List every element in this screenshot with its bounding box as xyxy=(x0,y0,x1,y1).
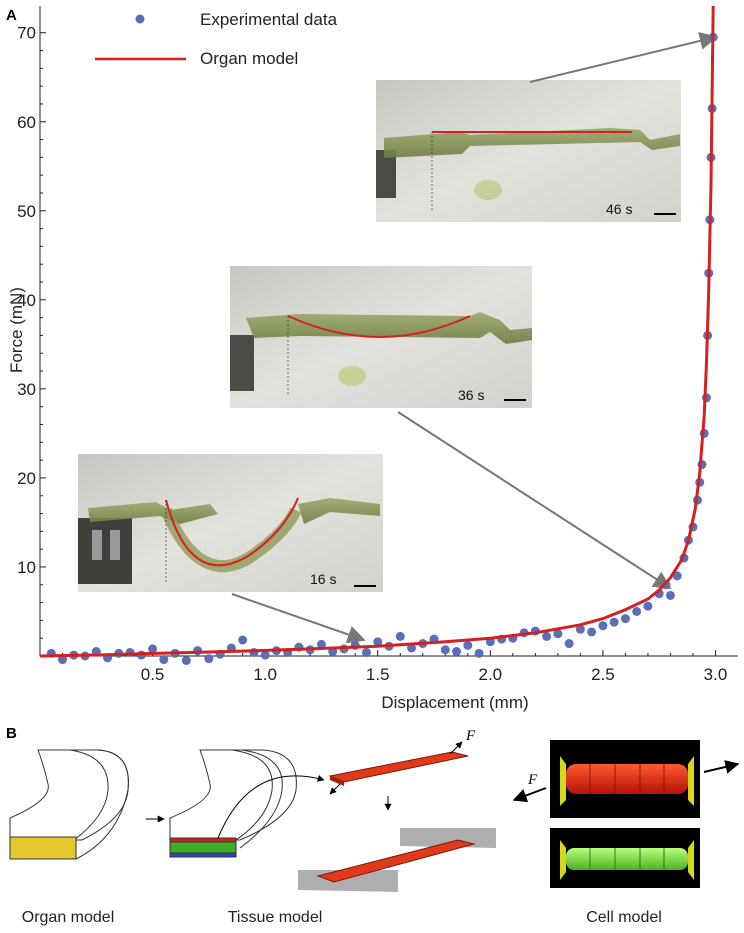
x-tick-label: 1.5 xyxy=(366,665,390,684)
tissue-model-diagram xyxy=(169,749,297,858)
legend-label-model: Organ model xyxy=(200,49,298,68)
tissue-strip xyxy=(384,128,680,158)
x-axis: 0.5 1.0 1.5 2.0 2.5 3.0 xyxy=(40,650,738,684)
data-point xyxy=(564,639,574,649)
inset-36s: 36 s xyxy=(230,266,532,408)
caption-tissue-model: Tissue model xyxy=(228,909,323,926)
data-point xyxy=(463,640,473,650)
data-point xyxy=(575,624,585,634)
inset-arrows xyxy=(231,32,718,644)
x-tick-label: 1.0 xyxy=(253,665,277,684)
inset-time-36: 36 s xyxy=(458,387,484,403)
data-point xyxy=(407,643,417,653)
y-tick-label: 30 xyxy=(17,380,36,399)
inset-46s: 46 s xyxy=(376,80,681,222)
y-tick-label: 20 xyxy=(17,469,36,488)
data-point xyxy=(542,631,552,641)
data-point xyxy=(181,655,191,665)
data-point xyxy=(598,621,608,631)
data-point xyxy=(58,655,68,665)
data-point xyxy=(395,631,405,641)
data-point xyxy=(148,644,158,654)
clamp xyxy=(376,150,396,198)
data-point xyxy=(553,629,563,639)
legend: Experimental data Organ model xyxy=(95,10,338,68)
arrow-36s xyxy=(397,411,672,589)
clamp xyxy=(78,518,132,584)
data-point xyxy=(672,571,682,581)
model-line xyxy=(39,5,715,658)
data-point xyxy=(665,590,675,600)
y-axis: 10 20 30 40 50 60 70 xyxy=(17,6,46,656)
x-tick-label: 0.5 xyxy=(141,665,165,684)
force-label-top: F xyxy=(465,728,476,744)
x-axis-title: Displacement (mm) xyxy=(381,693,528,712)
x-tick-label: 3.0 xyxy=(704,665,728,684)
arrow-16s xyxy=(231,593,366,644)
y-tick-label: 10 xyxy=(17,558,36,577)
legend-label-experimental: Experimental data xyxy=(200,10,338,29)
data-point xyxy=(643,601,653,611)
arrow-tissue-to-layer xyxy=(217,774,325,839)
x-tick-label: 2.5 xyxy=(591,665,615,684)
y-tick-label: 50 xyxy=(17,202,36,221)
inset-time-16: 16 s xyxy=(310,571,336,587)
data-point xyxy=(238,635,248,645)
tissue-strip xyxy=(88,502,218,524)
tissue-layer-diagram: F xyxy=(298,728,496,892)
inset-time-46: 46 s xyxy=(606,201,632,217)
data-point xyxy=(609,617,619,627)
caption-organ-model: Organ model xyxy=(22,909,115,926)
arrow-46s xyxy=(529,32,718,83)
data-point xyxy=(587,627,597,637)
clamp xyxy=(230,335,254,391)
data-point xyxy=(361,647,371,657)
legend-marker-experimental xyxy=(135,14,145,24)
data-point xyxy=(620,614,630,624)
force-label-cell: F xyxy=(527,772,538,788)
inset-16s: 16 s xyxy=(78,454,383,592)
data-point xyxy=(373,637,383,647)
data-point xyxy=(632,606,642,616)
panel-a-label: A xyxy=(6,7,17,24)
organ-model-diagram xyxy=(9,749,129,860)
caption-cell-model: Cell model xyxy=(586,909,662,926)
y-axis-title: Force (mN) xyxy=(7,287,26,373)
data-point xyxy=(159,655,169,665)
data-point xyxy=(452,647,462,657)
data-point xyxy=(440,645,450,655)
panel-b-label: B xyxy=(6,725,17,742)
cell-model-diagram: F xyxy=(512,740,740,888)
y-tick-label: 60 xyxy=(17,113,36,132)
data-point xyxy=(316,639,326,649)
y-tick-label: 70 xyxy=(17,24,36,43)
data-point xyxy=(474,648,484,658)
x-tick-label: 2.0 xyxy=(479,665,503,684)
data-point xyxy=(260,650,270,660)
data-point xyxy=(204,654,214,664)
y-tick-label: 40 xyxy=(17,291,36,310)
